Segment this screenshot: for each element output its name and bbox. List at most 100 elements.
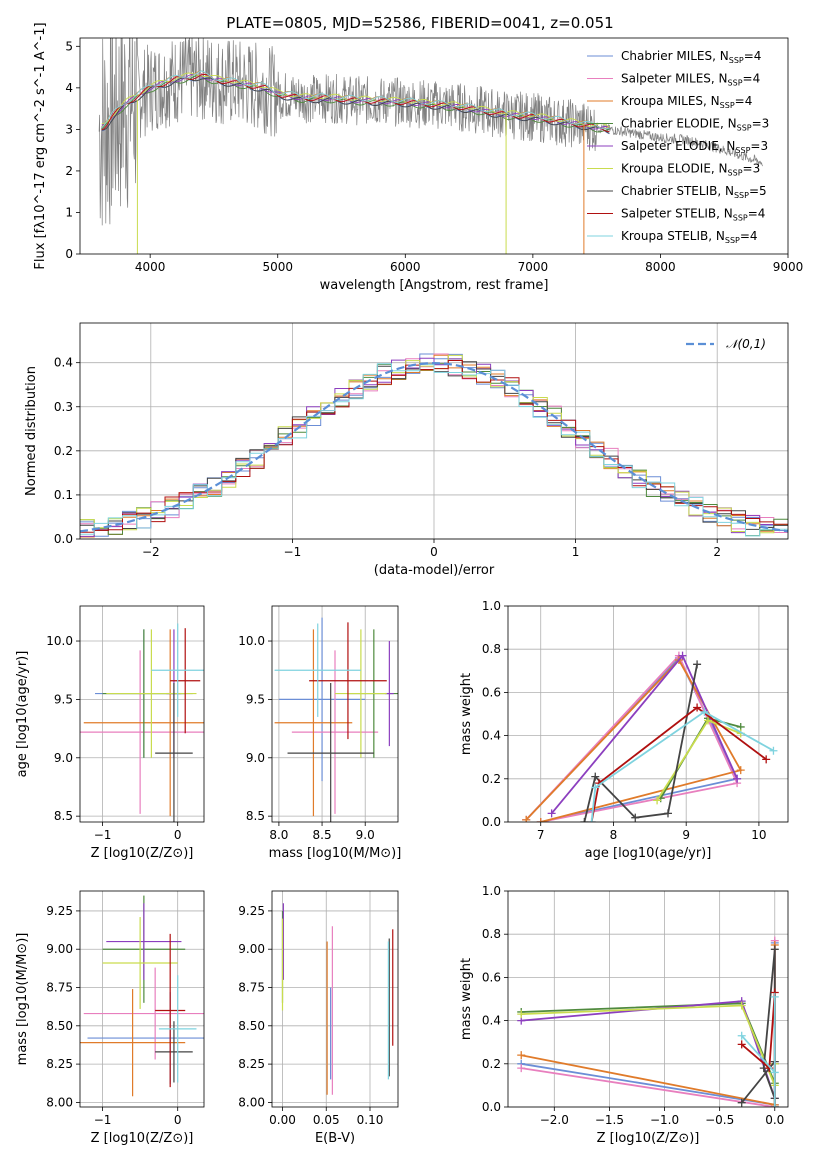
y-tick-label: 0.2: [482, 1057, 501, 1071]
plot-area: [80, 353, 788, 538]
x-tick-label: 8.5: [313, 828, 332, 842]
y-tick-label: 1: [65, 205, 73, 219]
y-tick-label: 8.50: [46, 1019, 73, 1033]
y-tick-label: 1.0: [482, 599, 501, 613]
y-axis-label: mass [log10(M/M⊙)]: [15, 933, 30, 1066]
y-tick-label: 0.8: [482, 927, 501, 941]
y-tick-label: 9.00: [238, 942, 265, 956]
x-axis-label: age [log10(age/yr)]: [585, 846, 712, 861]
mass-weight-marker: [536, 818, 545, 822]
y-tick-label: 0.1: [54, 488, 73, 502]
plot-area: [98, 38, 763, 254]
y-tick-label: 9.5: [54, 692, 73, 706]
normal-distribution-curve: [80, 361, 788, 533]
y-tick-label: 0.3: [54, 400, 73, 414]
x-axis-label: Z [log10(Z/Z⊙)]: [91, 846, 194, 861]
mass-weight-marker: [770, 992, 779, 1001]
mass-vs-metallicity-panel: −1 0 8.00 8.25 8.50 8.75 9.00 9.25 Z [log10(Z/Z⊙…: [15, 890, 205, 1146]
y-tick-label: 0.0: [482, 1100, 501, 1114]
x-tick-label: −2.0: [540, 1113, 569, 1127]
legend-entry-subscript: SSP: [734, 191, 749, 200]
y-axis-label: Normed distribution: [24, 366, 39, 496]
mass-weight-line: [740, 949, 776, 1104]
legend-entry-value: =3: [752, 117, 770, 131]
x-tick-label: 0.10: [357, 1113, 384, 1127]
mass-weight-line: [741, 996, 776, 1107]
mass-weight-marker: [653, 796, 662, 805]
y-tick-label: 9.25: [46, 904, 73, 918]
mass-weight-marker: [517, 1051, 526, 1060]
legend-entry-label: Salpeter STELIB, N: [621, 207, 733, 221]
x-tick-label: 8: [610, 828, 618, 842]
y-tick-label: 0.0: [482, 815, 501, 829]
mass-weight-line: [525, 656, 739, 822]
y-tick-label: 0.6: [482, 685, 501, 699]
mass-weight-marker: [737, 1001, 746, 1010]
x-axis-label: (data-model)/error: [374, 563, 495, 578]
model-spectrum-line: [101, 72, 610, 128]
y-tick-label: 0.2: [482, 772, 501, 786]
mass-weight-line: [590, 706, 767, 822]
legend-entry-label: Kroupa STELIB, N: [621, 229, 725, 243]
x-tick-label: −1: [284, 545, 302, 559]
legend-entry-value: =3: [743, 162, 761, 176]
x-tick-label: 0.00: [269, 1113, 296, 1127]
mass-weight-line: [525, 654, 739, 822]
mass-weight-marker: [737, 1031, 746, 1040]
y-axis-label: age [log10(age/yr)]: [15, 651, 30, 778]
y-tick-label: 9.5: [246, 692, 265, 706]
x-tick-label: 8.0: [269, 828, 288, 842]
model-spectrum-line: [101, 70, 610, 130]
x-tick-label: 9: [682, 828, 690, 842]
y-tick-label: 5: [65, 39, 73, 53]
plot-area: [517, 936, 779, 1107]
x-tick-label: 10: [751, 828, 766, 842]
mass-weight-vs-metallicity-panel: −2.0 −1.5 −1.0 −0.5 0.0 0.0 0.2 0.4 0.6 0.8 1.0 Z […: [459, 884, 789, 1146]
mass-weight-marker: [591, 772, 600, 781]
y-tick-label: 0.6: [482, 970, 501, 984]
residuals-panel: −2 −1 0 1 2 0.0 0.1 0.2 0.3 0.4 (data-model)/error…: [24, 322, 789, 578]
legend-entry-label: Salpeter MILES, N: [621, 72, 728, 86]
mass-weight-line: [521, 940, 776, 1107]
x-tick-label: 0: [430, 545, 438, 559]
legend-entry-value: =3: [750, 139, 768, 153]
y-tick-label: 2: [65, 164, 73, 178]
mass-weight-marker: [678, 651, 687, 660]
y-tick-label: 0.2: [54, 444, 73, 458]
mass-weight-marker: [693, 660, 702, 669]
y-tick-label: 0: [65, 247, 73, 261]
y-tick-label: 9.25: [238, 904, 265, 918]
mass-weight-marker: [700, 707, 709, 716]
legend-entry-label: Kroupa ELODIE, N: [621, 162, 728, 176]
legend-entry-value: =4: [740, 229, 758, 243]
axes-frame: [507, 890, 789, 1108]
mass-weight-marker: [580, 818, 589, 822]
legend-entry-value: =5: [749, 184, 767, 198]
legend-entry: Kroupa MILES, NSSP=4: [621, 94, 752, 110]
axes-frame: [79, 890, 205, 1108]
mass-weight-marker: [762, 755, 771, 764]
plot-area: [274, 617, 398, 822]
x-tick-label: 0: [174, 828, 182, 842]
y-tick-label: 0.4: [482, 1014, 501, 1028]
legend-entry-subscript: SSP: [735, 146, 750, 155]
legend-entry-subscript: SSP: [720, 101, 735, 110]
legend-entry-subscript: SSP: [733, 214, 748, 223]
x-axis-label: mass [log10(M/M⊙)]: [269, 846, 402, 861]
legend-entry-label: Salpeter ELODIE, N: [621, 139, 735, 153]
mass-weight-marker: [737, 1098, 746, 1107]
y-tick-label: 10.0: [46, 634, 73, 648]
x-tick-label: −1.0: [650, 1113, 679, 1127]
x-tick-label: 0.05: [313, 1113, 340, 1127]
mass-weight-marker: [517, 1010, 526, 1019]
mass-vs-ebv-panel: 0.00 0.05 0.10 8.00 8.25 8.50 8.75 9.00 9.25 E(B-…: [238, 890, 399, 1146]
x-tick-label: 2: [713, 545, 721, 559]
y-tick-label: 0.8: [482, 642, 501, 656]
mass-weight-marker: [631, 813, 640, 822]
y-axis-label: mass weight: [459, 958, 474, 1040]
mass-weight-marker: [587, 818, 596, 822]
legend-entry: 𝒩(0,1): [726, 337, 766, 351]
legend-entry-value: =4: [748, 207, 766, 221]
x-tick-label: 7000: [518, 260, 549, 274]
x-tick-label: 1: [572, 545, 580, 559]
